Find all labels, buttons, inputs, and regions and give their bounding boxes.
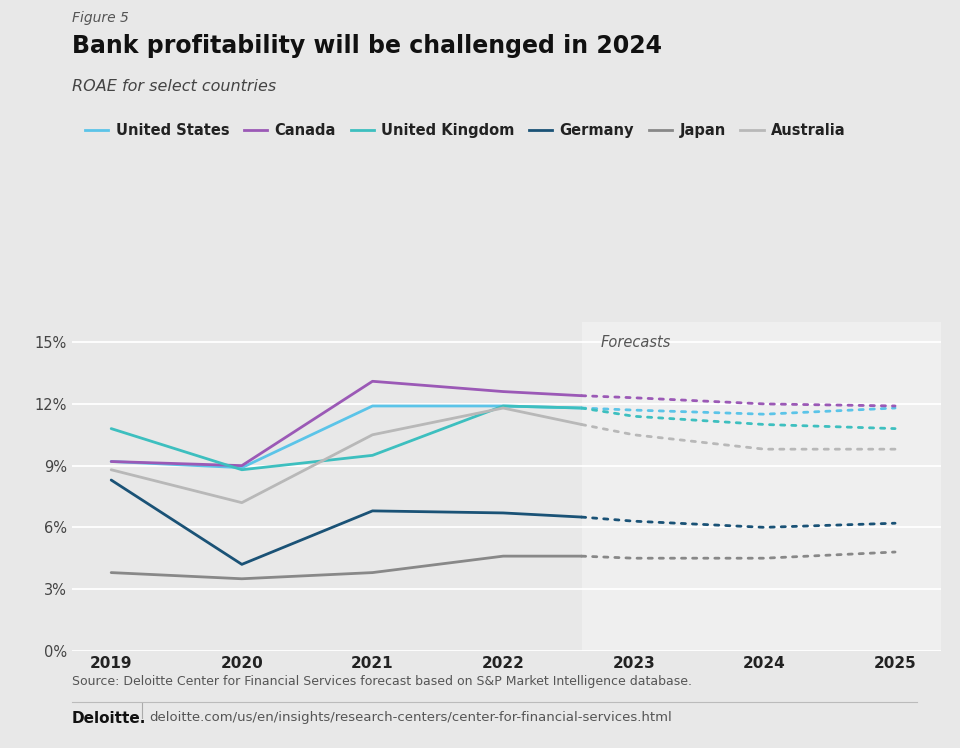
Text: Figure 5: Figure 5 [72,11,129,25]
Text: Forecasts: Forecasts [600,335,671,350]
Bar [582,322,941,651]
Legend: United States, Canada, United Kingdom, Germany, Japan, Australia: United States, Canada, United Kingdom, G… [80,117,852,144]
Text: Deloitte.: Deloitte. [72,711,146,726]
Text: deloitte.com/us/en/insights/research-centers/center-for-financial-services.html: deloitte.com/us/en/insights/research-cen… [149,711,672,723]
Text: Source: Deloitte Center for Financial Services forecast based on S&P Market Inte: Source: Deloitte Center for Financial Se… [72,675,692,687]
Text: Bank profitability will be challenged in 2024: Bank profitability will be challenged in… [72,34,662,58]
Text: ROAE for select countries: ROAE for select countries [72,79,276,94]
